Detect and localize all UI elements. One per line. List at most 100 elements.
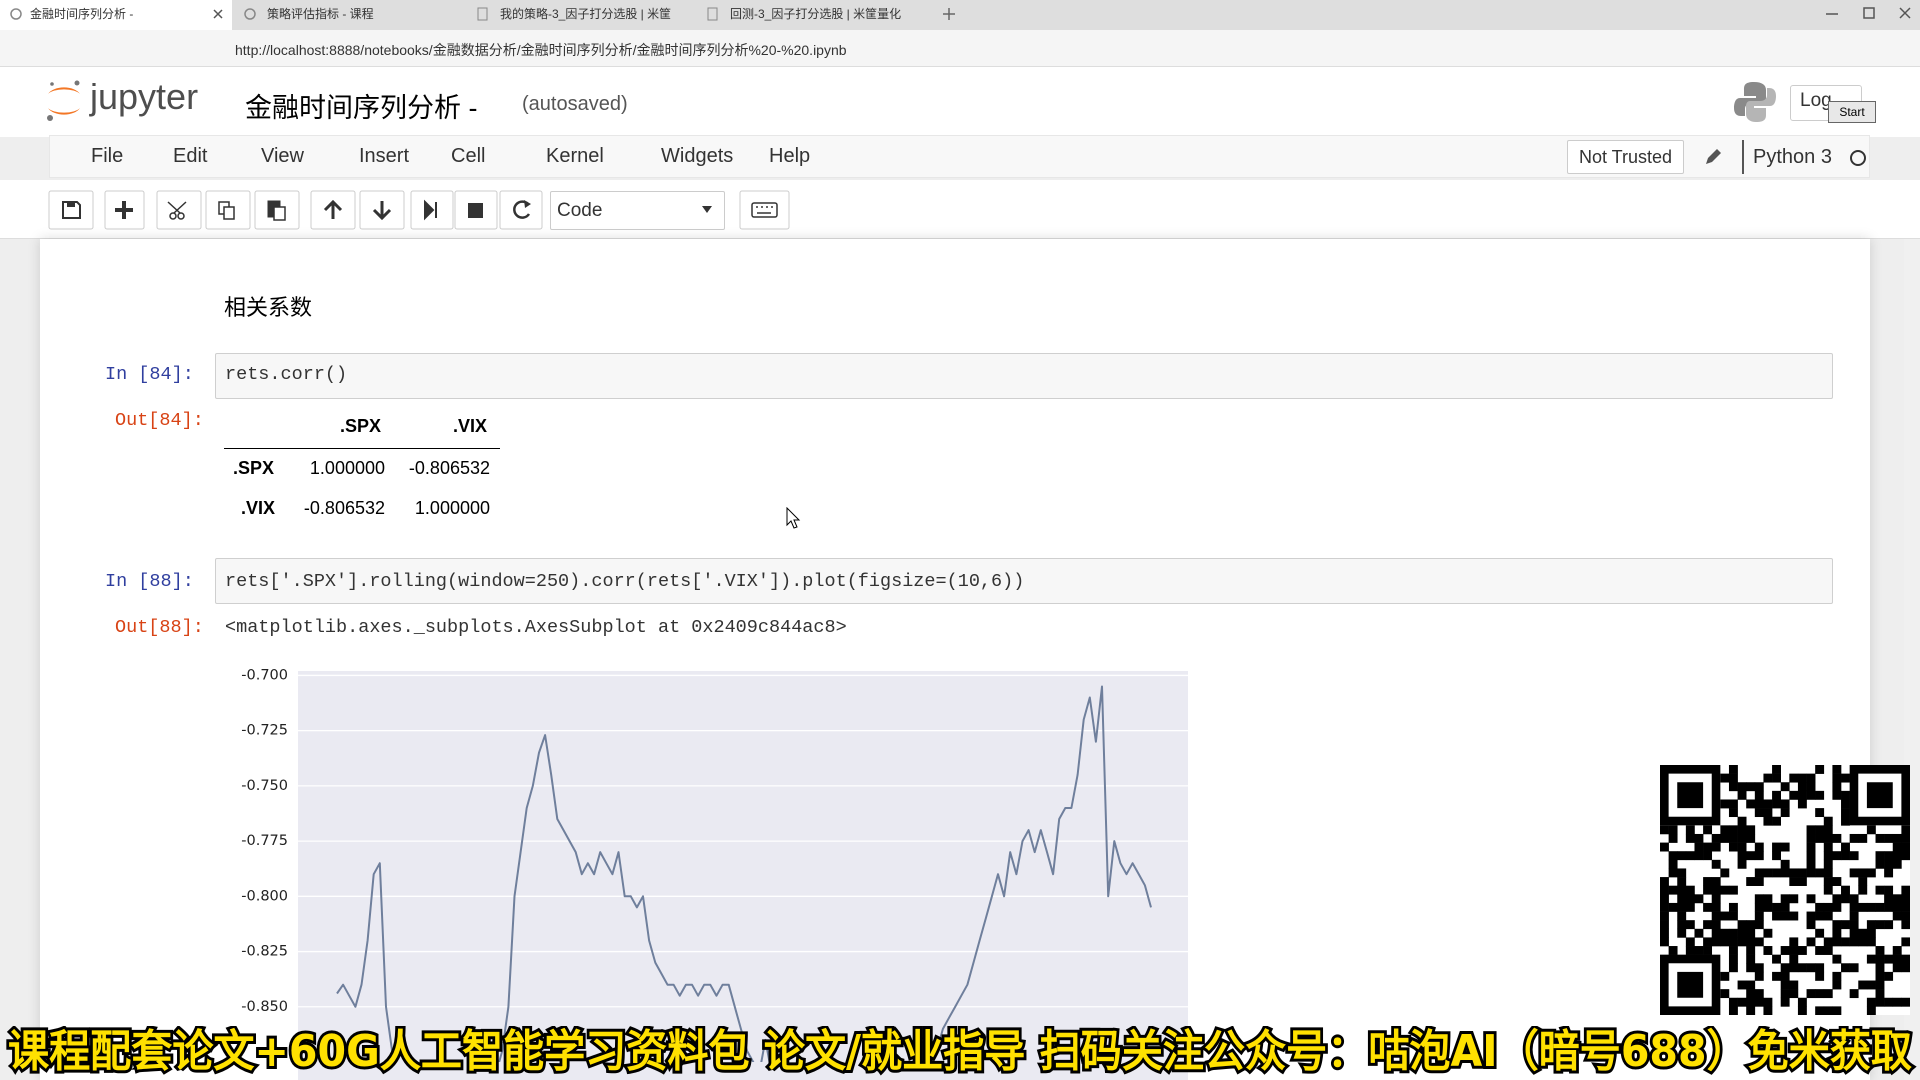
qr-module	[1685, 894, 1695, 904]
qr-module	[1754, 799, 1764, 809]
kernel-name[interactable]: Python 3	[1753, 146, 1832, 168]
qr-module	[1892, 833, 1902, 843]
qr-module	[1780, 868, 1790, 878]
menu-item[interactable]: Help	[769, 145, 811, 167]
cell-type-select[interactable]	[550, 191, 725, 230]
qr-module	[1901, 842, 1910, 852]
notebook-title[interactable]: 金融时间序列分析 -	[245, 93, 478, 123]
menu-item[interactable]: View	[261, 145, 304, 167]
tab-title[interactable]: 我的策略-3_因子打分选股 | 米筐	[500, 7, 672, 21]
tab-title[interactable]: 回测-3_因子打分选股 | 米筐量化	[730, 7, 902, 21]
qr-module	[1789, 954, 1799, 964]
qr-module	[1815, 963, 1825, 973]
qr-module	[1694, 946, 1704, 955]
qr-module	[1901, 920, 1910, 930]
qr-module	[1832, 971, 1842, 981]
edit-icon[interactable]	[1703, 147, 1723, 167]
qr-module	[1728, 773, 1738, 783]
qr-module	[1728, 782, 1738, 792]
cell-type-label[interactable]: Code	[557, 200, 603, 221]
qr-module	[1728, 1006, 1738, 1015]
trust-indicator[interactable]: Not Trusted	[1567, 140, 1684, 174]
qr-module	[1901, 911, 1910, 921]
qr-module	[1720, 911, 1730, 921]
qr-module	[1797, 868, 1807, 878]
qr-module	[1754, 997, 1764, 1007]
qr-module	[1875, 902, 1885, 912]
code[interactable]: rets.corr()	[225, 364, 348, 385]
tab[interactable]: 金融时间序列分析 -	[0, 0, 232, 30]
menu-item[interactable]: File	[91, 145, 124, 167]
qr-module	[1815, 911, 1825, 921]
separator	[1742, 140, 1744, 174]
code-cell[interactable]	[215, 353, 1833, 399]
logo-text[interactable]: jupyter	[90, 76, 199, 117]
qr-module	[1746, 946, 1756, 955]
qr-module	[1763, 868, 1773, 878]
qr-module	[1841, 790, 1850, 800]
tooltip-text: Start	[1839, 105, 1865, 119]
qr-module	[1797, 1006, 1807, 1015]
qr-module	[1797, 790, 1807, 800]
qr-module	[1780, 963, 1790, 973]
tab[interactable]: 策略评估指标 - 课程	[237, 0, 465, 30]
table-cell: -0.806532	[303, 498, 385, 518]
tab[interactable]: 回测-3_因子打分选股 | 米筐量化	[700, 0, 930, 30]
qr-module	[1806, 963, 1816, 973]
qr-module	[1832, 765, 1842, 774]
cut-button[interactable]	[156, 190, 202, 230]
tab-title[interactable]: 策略评估指标 - 课程	[267, 7, 374, 21]
trust-label[interactable]: Not Trusted	[1578, 147, 1673, 167]
logout-label[interactable]: Log	[1800, 90, 1832, 111]
menu-item[interactable]: Widgets	[661, 145, 734, 167]
qr-module	[1858, 833, 1868, 843]
kernel-status	[1850, 150, 1866, 166]
restart-button[interactable]	[499, 190, 543, 230]
qr-module	[1677, 851, 1687, 861]
menu-item[interactable]: Kernel	[546, 145, 604, 167]
qr-module	[1806, 782, 1816, 792]
menu-item[interactable]: Cell	[451, 145, 486, 167]
qr-module	[1711, 885, 1721, 895]
qr-module	[1789, 989, 1799, 999]
qr-module	[1754, 963, 1764, 973]
qr-module	[1858, 928, 1868, 938]
code[interactable]: rets['.SPX'].rolling(window=250).corr(re…	[225, 571, 1025, 592]
code-cell[interactable]	[215, 558, 1833, 604]
qr-module	[1806, 833, 1816, 843]
qr-module	[1823, 902, 1833, 912]
tab[interactable]: 我的策略-3_因子打分选股 | 米筐	[470, 0, 700, 30]
qr-module	[1754, 937, 1764, 947]
qr-module	[1892, 851, 1902, 861]
qr-module	[1711, 877, 1721, 886]
qr-module	[1660, 842, 1669, 852]
qr-module	[1677, 877, 1687, 886]
tab-title[interactable]: 金融时间序列分析 -	[30, 7, 134, 21]
qr-module	[1866, 1006, 1876, 1015]
qr-module	[1720, 885, 1730, 895]
y-tick-label: -0.800	[241, 888, 288, 904]
qr-module	[1711, 842, 1721, 852]
menu-item[interactable]: Edit	[173, 145, 208, 167]
qr-module	[1711, 937, 1721, 947]
qr-module	[1737, 833, 1747, 843]
qr-module	[1901, 963, 1910, 973]
qr-module	[1737, 842, 1747, 852]
qr-module	[1806, 920, 1816, 930]
qr-module	[1737, 937, 1747, 947]
mouse-cursor	[786, 507, 801, 529]
qr-module	[1884, 851, 1894, 861]
qr-module	[1720, 773, 1730, 783]
qr-module	[1823, 868, 1833, 878]
qr-module	[1858, 902, 1868, 912]
menu-item[interactable]: Insert	[359, 145, 410, 167]
keyboard-button[interactable]	[739, 190, 790, 230]
qr-module	[1754, 842, 1764, 852]
save-button[interactable]	[48, 190, 94, 230]
url[interactable]: http://localhost:8888/notebooks/金融数据分析/金…	[235, 42, 847, 58]
qr-module	[1892, 954, 1902, 964]
qr-module	[1815, 946, 1825, 955]
qr-module	[1737, 920, 1747, 930]
qr-module	[1797, 963, 1807, 973]
qr-module	[1720, 825, 1730, 835]
